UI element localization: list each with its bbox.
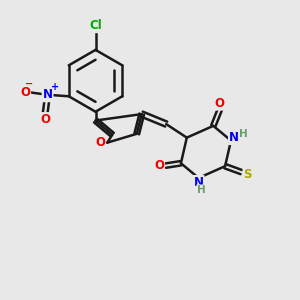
Text: O: O — [20, 86, 30, 99]
Text: N: N — [194, 176, 204, 189]
Text: O: O — [95, 136, 105, 149]
Text: H: H — [239, 129, 248, 139]
Text: H: H — [197, 185, 206, 195]
Text: Cl: Cl — [89, 19, 102, 32]
Text: O: O — [215, 97, 225, 110]
Text: N: N — [43, 88, 52, 101]
Text: O: O — [154, 159, 164, 172]
Text: O: O — [40, 113, 50, 126]
Text: +: + — [51, 82, 59, 92]
Text: −: − — [25, 79, 33, 88]
Text: N: N — [229, 131, 239, 144]
Text: S: S — [244, 168, 252, 181]
